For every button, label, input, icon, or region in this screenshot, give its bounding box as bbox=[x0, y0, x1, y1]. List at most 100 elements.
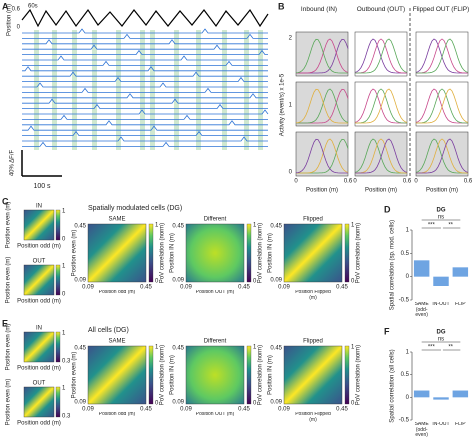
label: 0.6 bbox=[403, 179, 412, 185]
tuning-curve bbox=[416, 88, 468, 124]
label: Position (m) bbox=[426, 188, 458, 194]
cell-trace bbox=[22, 114, 268, 120]
label: 0.45 bbox=[172, 346, 184, 352]
label: 0.3 bbox=[62, 414, 71, 420]
stripe bbox=[244, 30, 249, 150]
bar bbox=[452, 267, 469, 277]
label: 0.09 bbox=[74, 278, 86, 284]
label: 0 bbox=[62, 237, 66, 243]
cell-trace bbox=[22, 49, 268, 55]
cell-trace bbox=[22, 71, 268, 77]
label-box: Position OUT (m) bbox=[195, 412, 235, 417]
label: FLIP bbox=[455, 302, 466, 307]
label: Position IN (m) bbox=[268, 233, 274, 273]
label: Spatially modulated cells (DG) bbox=[88, 205, 182, 212]
cell-trace bbox=[22, 141, 268, 147]
label: 0 bbox=[351, 401, 355, 407]
heatmap bbox=[87, 223, 147, 283]
stripe bbox=[196, 30, 201, 150]
label: 0.09 bbox=[278, 407, 290, 413]
label: 0.45 bbox=[270, 346, 282, 352]
label: OUT bbox=[33, 381, 46, 387]
label-box: Position Flipped (m) bbox=[295, 412, 331, 423]
label: 0.6 bbox=[344, 179, 353, 185]
bar bbox=[413, 260, 430, 277]
label: 1 bbox=[253, 223, 257, 229]
label: Position Flipped (m) bbox=[295, 412, 331, 423]
label: 0.09 bbox=[180, 407, 192, 413]
label: SAME bbox=[108, 217, 125, 223]
tuning-curve bbox=[416, 138, 468, 174]
cell-trace bbox=[22, 33, 268, 39]
label: Position even (m) bbox=[6, 257, 12, 304]
label: PoV correlation (norm) bbox=[356, 345, 362, 405]
column-title: Flipped OUT (FLIP) bbox=[412, 6, 470, 13]
scale-label: 100 s bbox=[33, 183, 51, 190]
label: Position IN (m) bbox=[268, 355, 274, 395]
tick-label: 2 bbox=[289, 36, 293, 42]
label: Position even (m) bbox=[6, 202, 12, 249]
label: 0.45 bbox=[140, 285, 152, 291]
label: 0 bbox=[253, 279, 257, 285]
label: 0.45 bbox=[172, 224, 184, 230]
column-title-text: Flipped OUT (FLIP) bbox=[412, 6, 470, 13]
axis-label: Activity (event/s) x 1e-5 bbox=[280, 73, 286, 136]
colorbar bbox=[55, 386, 61, 418]
label: Position even (m) bbox=[72, 230, 78, 277]
stripes bbox=[34, 30, 263, 150]
tuning-curve bbox=[355, 88, 407, 124]
stripe bbox=[258, 30, 263, 150]
label: IN bbox=[36, 204, 42, 210]
subplot bbox=[354, 31, 408, 77]
cell-trace bbox=[22, 109, 269, 115]
label: Position OUT (m) bbox=[195, 412, 235, 417]
label: Position IN (m) bbox=[170, 233, 176, 273]
label: 0 bbox=[406, 274, 410, 280]
subplot bbox=[295, 81, 349, 127]
stripe bbox=[92, 30, 97, 150]
label: 0.45 bbox=[140, 407, 152, 413]
label: IN bbox=[36, 326, 42, 332]
tuning-curve bbox=[416, 38, 468, 74]
label: 0 bbox=[406, 395, 410, 401]
traces bbox=[22, 28, 269, 147]
colorbar bbox=[148, 345, 154, 405]
label: IN-OUT bbox=[432, 302, 450, 307]
colorbar bbox=[344, 223, 350, 283]
axis-label: Position (m) bbox=[7, 4, 13, 36]
stripe bbox=[116, 30, 121, 150]
heatmap bbox=[87, 345, 147, 405]
cell-trace bbox=[22, 93, 268, 99]
label: E bbox=[2, 318, 8, 328]
label: ns bbox=[438, 215, 444, 221]
label: 0.45 bbox=[238, 285, 250, 291]
stripe bbox=[52, 30, 57, 150]
label-box: Position OUT (m) bbox=[196, 290, 235, 295]
cell-trace bbox=[22, 76, 268, 82]
column-title-text: Outbound (OUT) bbox=[356, 6, 406, 13]
label: ** bbox=[448, 223, 453, 229]
label: 0.09 bbox=[278, 285, 290, 291]
cell-trace bbox=[22, 136, 268, 142]
subplot bbox=[295, 131, 349, 177]
label: 0 bbox=[294, 179, 298, 185]
label: Position odd (m) bbox=[98, 412, 136, 417]
colorbar bbox=[246, 345, 252, 405]
label: Different bbox=[204, 217, 227, 223]
stripe bbox=[72, 30, 77, 150]
subplot bbox=[295, 31, 349, 77]
cell-trace bbox=[22, 120, 268, 126]
label: ns bbox=[438, 337, 444, 343]
label: Position odd (m) bbox=[17, 299, 61, 305]
bar bbox=[433, 397, 449, 400]
label: Different bbox=[204, 339, 227, 345]
cell-trace bbox=[22, 82, 268, 88]
tuning-curve bbox=[416, 88, 469, 124]
colorbar bbox=[55, 264, 61, 296]
panel-label: B bbox=[278, 1, 285, 11]
column-title: Inbound (IN) bbox=[301, 6, 337, 13]
panel-label: A bbox=[2, 1, 9, 11]
tuning-curve bbox=[355, 138, 407, 174]
